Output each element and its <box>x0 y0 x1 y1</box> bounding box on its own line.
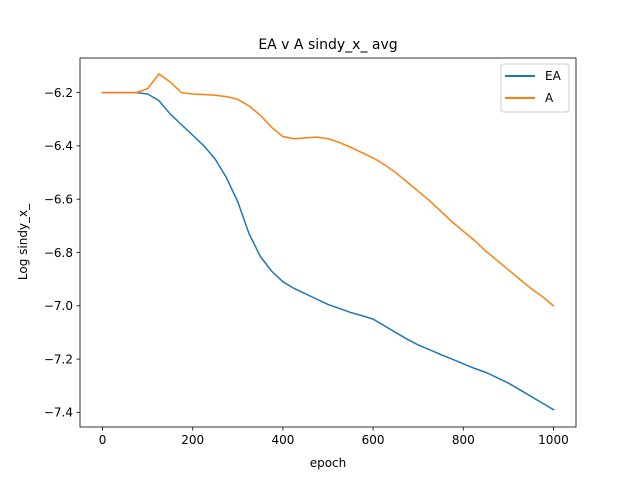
series-line-a <box>101 73 555 307</box>
x-tick-label: 800 <box>452 433 475 447</box>
legend-label-a: A <box>545 91 554 105</box>
legend-label-ea: EA <box>545 69 562 83</box>
y-tick-label: −6.2 <box>44 86 73 100</box>
y-tick-label: −7.0 <box>44 299 73 313</box>
axes-frame <box>79 57 577 428</box>
y-axis-label: Log sindy_x_ <box>16 203 30 280</box>
x-axis-ticks: 0 200 400 600 800 1000 <box>99 427 569 447</box>
plot-area <box>80 58 576 427</box>
y-tick-label: −7.2 <box>44 352 73 366</box>
x-tick-label: 200 <box>181 433 204 447</box>
y-axis-ticks: −7.4 −7.2 −7.0 −6.8 −6.6 −6.4 −6.2 <box>44 86 80 420</box>
x-tick-label: 0 <box>99 433 107 447</box>
y-tick-label: −6.8 <box>44 246 73 260</box>
x-tick-label: 600 <box>362 433 385 447</box>
y-tick-label: −7.4 <box>44 406 73 420</box>
x-axis-label: epoch <box>310 456 347 470</box>
series-lines <box>101 73 555 411</box>
y-tick-label: −6.4 <box>44 139 73 153</box>
chart-title: EA v A sindy_x_ avg <box>258 37 397 53</box>
x-tick-label: 1000 <box>538 433 569 447</box>
legend: EA A <box>500 63 570 113</box>
x-tick-label: 400 <box>271 433 294 447</box>
y-tick-label: −6.6 <box>44 193 73 207</box>
series-line-ea <box>101 91 555 411</box>
